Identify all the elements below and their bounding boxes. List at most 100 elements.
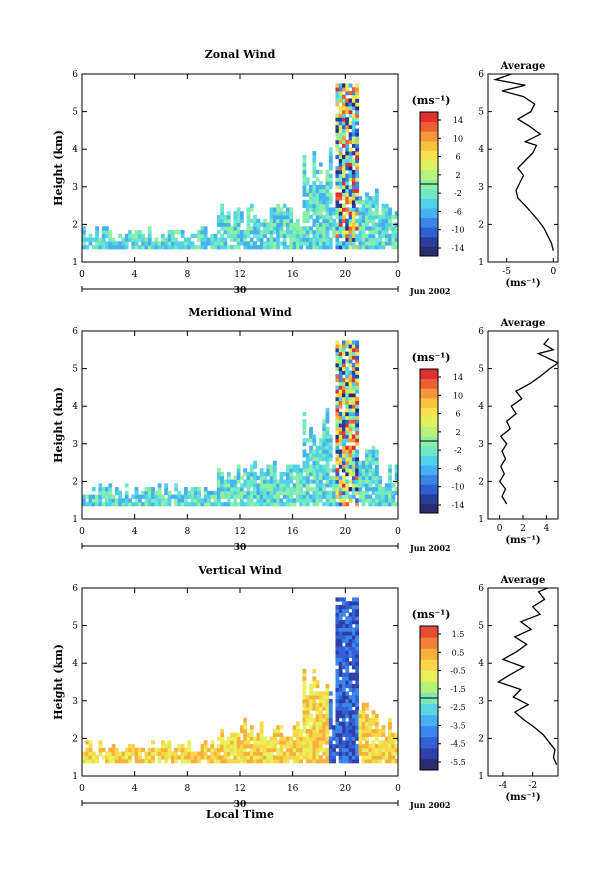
heatmap-cell (371, 490, 376, 496)
heatmap-cell (345, 729, 350, 734)
heatmap-cell (286, 245, 290, 250)
heatmap-cell (335, 483, 340, 488)
heatmap-cell (338, 162, 343, 167)
heatmap-cell (128, 498, 132, 503)
heatmap-cell (161, 502, 165, 507)
heatmap-cell (365, 732, 369, 738)
heatmap-cell (342, 729, 346, 734)
heatmap-cell (322, 453, 327, 458)
heatmap-cell (292, 226, 297, 231)
heatmap-cell (322, 732, 327, 738)
heatmap-cell (351, 619, 356, 625)
heatmap-cell (368, 755, 373, 760)
heatmap-cell (180, 751, 185, 756)
heatmap-cell (164, 241, 169, 246)
heatmap-cell (319, 184, 323, 190)
heatmap-cell (279, 233, 284, 239)
heatmap-cell (289, 755, 294, 760)
heatmap-cell (309, 199, 313, 205)
heatmap-cell (332, 483, 336, 488)
heatmap-cell (374, 203, 379, 208)
heatmap-cell (361, 207, 366, 212)
heatmap-cell (368, 449, 373, 454)
heatmap-cell (381, 744, 386, 749)
heatmap-cell (391, 755, 396, 760)
heatmap-cell (325, 419, 330, 424)
heatmap-cell (249, 230, 254, 235)
heatmap-cell (338, 139, 343, 145)
colorbar-swatch (420, 160, 438, 171)
heatmap-cell (305, 729, 310, 734)
heatmap-cell (131, 747, 136, 753)
heatmap-cell (351, 426, 356, 432)
heatmap-cell (335, 98, 340, 103)
heatmap-cell (368, 487, 373, 492)
heatmap-cell (249, 502, 254, 507)
heatmap-cell (332, 475, 336, 481)
heatmap-cell (312, 188, 317, 193)
heatmap-cell (345, 374, 350, 379)
heatmap-cell (312, 479, 317, 484)
heatmap-cell (240, 475, 244, 481)
colorbar-swatch (420, 246, 438, 257)
colorbar-swatch (420, 378, 438, 389)
heatmap-cell (351, 472, 356, 477)
heatmap-cell (351, 188, 356, 193)
heatmap-cell (322, 438, 327, 443)
heatmap-cell (358, 237, 363, 242)
heatmap-cell (305, 747, 310, 753)
heatmap-cell (259, 744, 264, 749)
heatmap-cell (361, 468, 366, 473)
heatmap-cell (355, 147, 359, 152)
heatmap-cell (348, 121, 353, 126)
heatmap-cell (309, 192, 313, 197)
heatmap-cell (85, 245, 90, 250)
heatmap-cell (157, 747, 162, 753)
heatmap-cell (124, 751, 129, 756)
heatmap-cell (355, 441, 359, 447)
heatmap-cell (289, 736, 294, 741)
heatmap-cell (325, 233, 330, 239)
heatmap-cell (355, 597, 359, 602)
heatmap-cell (299, 237, 304, 242)
heatmap-cell (358, 751, 363, 756)
heatmap-cell (374, 498, 379, 503)
heatmap-cell (223, 222, 228, 227)
heatmap-cell (338, 355, 343, 360)
heatmap-cell (305, 732, 310, 738)
heatmap-cell (342, 702, 346, 707)
date-label: Jun 2002 (409, 543, 450, 553)
heatmap-cell (131, 233, 136, 239)
heatmap-cell (335, 184, 340, 190)
heatmap-cell (289, 226, 294, 231)
heatmap-cell (236, 755, 241, 760)
heatmap-cell (338, 83, 343, 88)
heatmap-cell (355, 143, 359, 148)
heatmap-cell (299, 759, 304, 764)
heatmap-cell (216, 218, 221, 224)
heatmap-cell (355, 464, 359, 469)
heatmap-cell (374, 490, 379, 496)
heatmap-cell (322, 199, 327, 205)
heatmap-cell (98, 490, 103, 496)
heatmap-cell (161, 744, 165, 749)
heatmap-cell (345, 672, 350, 677)
heatmap-cell (167, 230, 172, 235)
heatmap-cell (282, 483, 287, 488)
heatmap-cell (259, 747, 264, 753)
heatmap-cell (286, 207, 290, 212)
heatmap-cell (358, 218, 363, 224)
heatmap-cell (174, 755, 178, 760)
heatmap-cell (348, 351, 353, 356)
heatmap-cell (355, 121, 359, 126)
heatmap-cell (286, 218, 290, 224)
heatmap-cell (279, 498, 284, 503)
heatmap-cell (345, 456, 350, 462)
heatmap-cell (338, 441, 343, 447)
x-tick-label: 16 (287, 784, 299, 794)
heatmap-cell (246, 479, 251, 484)
heatmap-cell (322, 449, 327, 454)
heatmap-cell (328, 483, 333, 488)
heatmap-cell (279, 475, 284, 481)
